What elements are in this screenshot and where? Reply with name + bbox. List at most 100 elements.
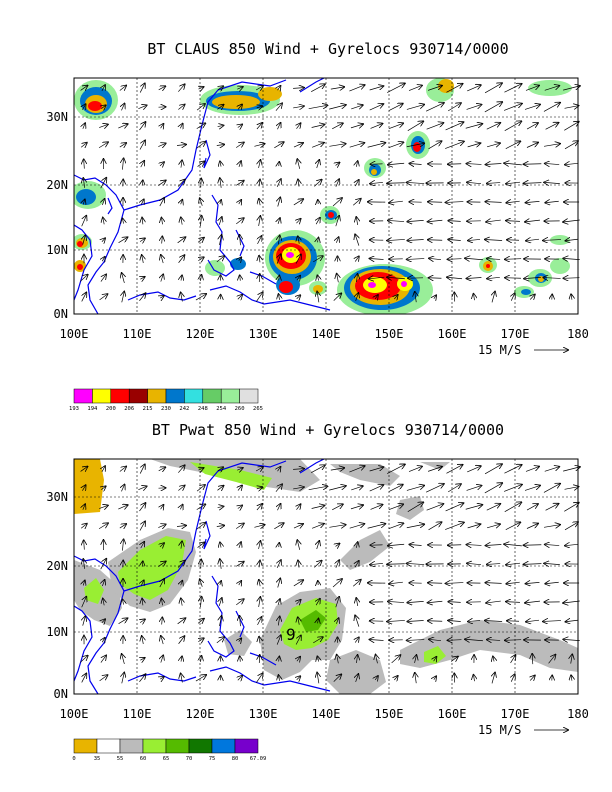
panel2-y-ticks: 30N 20N 10N 0N [46, 490, 68, 701]
wind-vector [485, 583, 502, 584]
wind-vector [141, 580, 144, 585]
wind-vector [355, 637, 359, 642]
wind-vector [308, 105, 328, 108]
wind-vector [83, 616, 86, 626]
wind-vector [407, 220, 424, 221]
wind-vector [317, 656, 318, 661]
wind-vector [314, 561, 321, 568]
wind-vector [434, 676, 436, 679]
wind-vector [257, 504, 262, 511]
colorbar-swatch [211, 738, 236, 754]
wind-vector [332, 579, 342, 588]
wind-vector [467, 164, 482, 165]
wind-vector [484, 83, 502, 94]
x-tick-label: 170E [501, 707, 530, 721]
wind-vector [473, 294, 474, 301]
panel1-wind-vectors [80, 83, 580, 303]
wind-vector [308, 486, 328, 489]
wind-vector [545, 544, 560, 545]
wind-vector [99, 294, 108, 301]
wind-vector [160, 198, 164, 207]
wind-vector [486, 123, 500, 130]
x-tick-label: 110E [123, 327, 152, 341]
wind-vector [275, 103, 282, 111]
wind-vector [140, 277, 144, 279]
wind-vector [525, 86, 539, 91]
wind-vector [198, 257, 203, 260]
wind-vector [139, 293, 145, 301]
colorbar-label: 230 [161, 406, 171, 412]
wind-vector [238, 124, 242, 127]
wind-vector [387, 239, 405, 240]
wind-vector [563, 639, 580, 640]
wind-vector [279, 276, 280, 281]
wind-vector [524, 183, 542, 184]
wind-vector [138, 105, 146, 108]
wind-vector [295, 255, 301, 264]
wind-vector [448, 259, 462, 260]
pwat-region [330, 464, 400, 486]
wind-vector [504, 84, 521, 93]
wind-vector [196, 142, 206, 149]
wind-vector [140, 464, 145, 474]
colorbar-label: 242 [179, 406, 189, 412]
pwat-region [118, 536, 186, 600]
wind-vector [200, 216, 201, 227]
wind-vector [298, 236, 300, 244]
wind-vector [141, 161, 144, 168]
cloud-cluster [200, 85, 282, 115]
wind-vector [543, 621, 562, 622]
wind-vector [83, 559, 84, 569]
wind-vector [543, 525, 560, 528]
wind-vector [102, 580, 104, 587]
wind-vector [505, 640, 522, 641]
wind-vector [526, 582, 540, 583]
wind-vector [543, 103, 560, 112]
colorbar-swatch [92, 388, 112, 404]
wind-vector [407, 502, 423, 512]
panel1-colorbar: 193 194 200 206 215 230 242 248 254 260 265 [69, 388, 263, 412]
wind-vector [297, 159, 299, 169]
wind-vector [259, 541, 261, 550]
wind-vector [387, 83, 405, 93]
wind-vector [181, 200, 183, 204]
wind-vector [329, 525, 345, 528]
wind-vector [510, 655, 516, 664]
wind-vector [406, 524, 424, 527]
wind-vector [122, 273, 125, 284]
wind-vector [446, 465, 462, 474]
wind-vector [506, 182, 521, 184]
pwat-region [424, 646, 446, 664]
wind-vector [369, 258, 384, 259]
wind-vector [564, 487, 579, 490]
wind-vector [407, 620, 424, 621]
wind-vector [434, 657, 437, 661]
wind-vector [484, 464, 502, 475]
wind-vector [160, 677, 163, 679]
wind-vector [138, 486, 146, 489]
wind-vector [563, 467, 580, 472]
wind-vector [118, 618, 128, 625]
wind-vector [317, 673, 319, 684]
wind-vector [504, 104, 522, 111]
wind-vector [506, 221, 520, 222]
wind-vector [80, 524, 87, 529]
wind-vector [118, 505, 127, 509]
wind-vector [181, 656, 182, 661]
panel1-gridlines [74, 78, 578, 314]
wind-vector [504, 465, 521, 474]
wind-vector [181, 275, 182, 280]
wind-vector [278, 617, 279, 626]
colorbar-swatch [220, 388, 240, 404]
colorbar-label: 248 [198, 406, 208, 412]
colorbar-label: 260 [235, 406, 245, 412]
wind-vector [83, 200, 85, 205]
wind-vector [197, 542, 205, 548]
wind-vector [526, 620, 540, 622]
wind-vector [448, 545, 462, 546]
wind-vector [564, 503, 578, 512]
wind-vector [103, 218, 104, 225]
wind-vector [181, 293, 183, 302]
wind-vector [329, 144, 345, 147]
wind-vector [296, 123, 300, 128]
